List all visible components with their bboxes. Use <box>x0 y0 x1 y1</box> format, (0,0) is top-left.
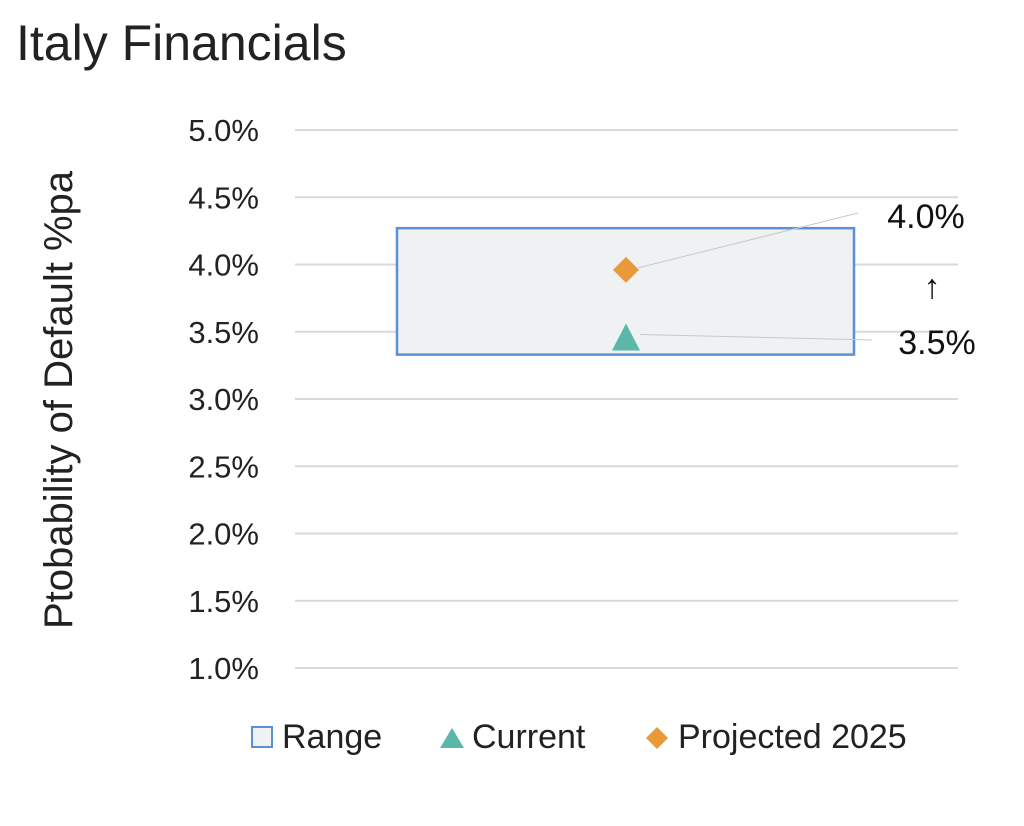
y-tick-labels: 5.0% 4.5% 4.0% 3.5% 3.0% 2.5% 2.0% 1.5% 1.0% <box>188 113 259 686</box>
legend-item-projected: Projected 2025 <box>644 718 907 757</box>
y-tick-label: 4.5% <box>188 180 259 215</box>
y-axis-label: Ptobability of Default %pa <box>37 170 81 629</box>
legend-label-range: Range <box>282 718 383 756</box>
y-tick-label: 1.5% <box>188 584 259 619</box>
gridlines <box>295 129 958 669</box>
projected-leader-line <box>637 212 859 269</box>
y-tick-label: 3.0% <box>188 382 259 417</box>
y-tick-label: 4.0% <box>188 248 259 283</box>
legend-label-projected: Projected 2025 <box>678 718 907 756</box>
legend: Range Current Projected 2025 <box>0 718 1024 770</box>
current-data-label: 3.5% <box>898 324 976 362</box>
y-tick-label: 3.5% <box>188 315 259 350</box>
projected-marker <box>613 256 639 283</box>
legend-label-current: Current <box>472 718 586 756</box>
current-marker <box>612 323 640 351</box>
chart-title: Italy Financials <box>16 15 347 71</box>
y-tick-label: 2.0% <box>188 517 259 552</box>
y-tick-label: 2.5% <box>188 449 259 484</box>
y-tick-label: 1.0% <box>188 651 259 686</box>
legend-triangle-icon <box>440 727 464 748</box>
legend-item-range: Range <box>250 718 382 757</box>
legend-range-swatch <box>251 725 273 748</box>
y-tick-label: 5.0% <box>188 113 259 148</box>
projected-data-label: 4.0% <box>887 198 965 236</box>
up-arrow-icon: ↑ <box>924 268 941 306</box>
legend-item-current: Current <box>438 718 585 757</box>
current-leader-line <box>639 333 873 341</box>
chart-plot: 5.0% 4.5% 4.0% 3.5% 3.0% 2.5% 2.0% 1.5% 1.0% Pto… <box>37 113 976 686</box>
legend-diamond-icon <box>646 726 668 749</box>
